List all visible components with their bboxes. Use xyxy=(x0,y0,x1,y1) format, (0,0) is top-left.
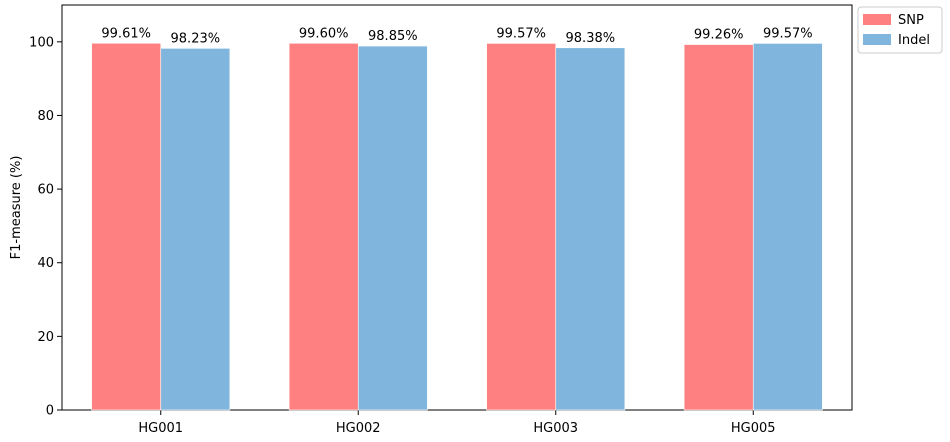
legend-swatch-snp xyxy=(863,14,891,25)
bar-snp-hg001 xyxy=(91,42,162,411)
bars xyxy=(91,42,823,411)
x-tick-label: HG001 xyxy=(138,421,183,436)
bar-labels: 99.61% 98.23% 99.60% 98.85% 99.57% 98.38% 99.2… xyxy=(101,26,812,46)
legend-swatch-indel xyxy=(863,34,891,45)
x-tick-label: HG003 xyxy=(533,421,578,436)
bar-value-label: 98.38% xyxy=(566,31,616,46)
bar-indel-hg002 xyxy=(357,45,428,411)
bar-indel-hg003 xyxy=(555,47,626,411)
bar-value-label: 99.57% xyxy=(496,26,546,41)
legend: SNP Indel xyxy=(857,6,943,54)
bar-value-label: 98.85% xyxy=(368,29,418,44)
x-axis: HG001 HG002 HG003 HG005 xyxy=(138,410,776,436)
bar-value-label: 99.26% xyxy=(694,28,744,43)
y-tick-label: 60 xyxy=(37,183,54,198)
y-axis-label: F1-measure (%) xyxy=(9,156,24,260)
bar-value-label: 98.23% xyxy=(171,31,221,46)
bar-indel-hg005 xyxy=(752,43,823,411)
plot-frame xyxy=(61,4,853,411)
bar-value-label: 99.60% xyxy=(299,26,349,41)
y-tick-label: 100 xyxy=(29,35,54,50)
x-tick-label: HG002 xyxy=(336,421,381,436)
bar-snp-hg002 xyxy=(288,42,359,411)
y-tick-label: 80 xyxy=(37,109,54,124)
bar-snp-hg005 xyxy=(683,44,754,411)
legend-label-snp: SNP xyxy=(898,13,924,28)
y-axis: 0 20 40 60 80 100 xyxy=(29,35,62,419)
y-tick-label: 0 xyxy=(46,404,54,419)
bar-value-label: 99.61% xyxy=(101,26,151,41)
y-tick-label: 40 xyxy=(37,256,54,271)
legend-label-indel: Indel xyxy=(898,33,930,48)
bar-value-label: 99.57% xyxy=(763,26,813,41)
x-tick-label: HG005 xyxy=(731,421,776,436)
y-tick-label: 20 xyxy=(37,330,54,345)
bar-snp-hg003 xyxy=(486,43,557,411)
bar-indel-hg001 xyxy=(160,48,231,411)
